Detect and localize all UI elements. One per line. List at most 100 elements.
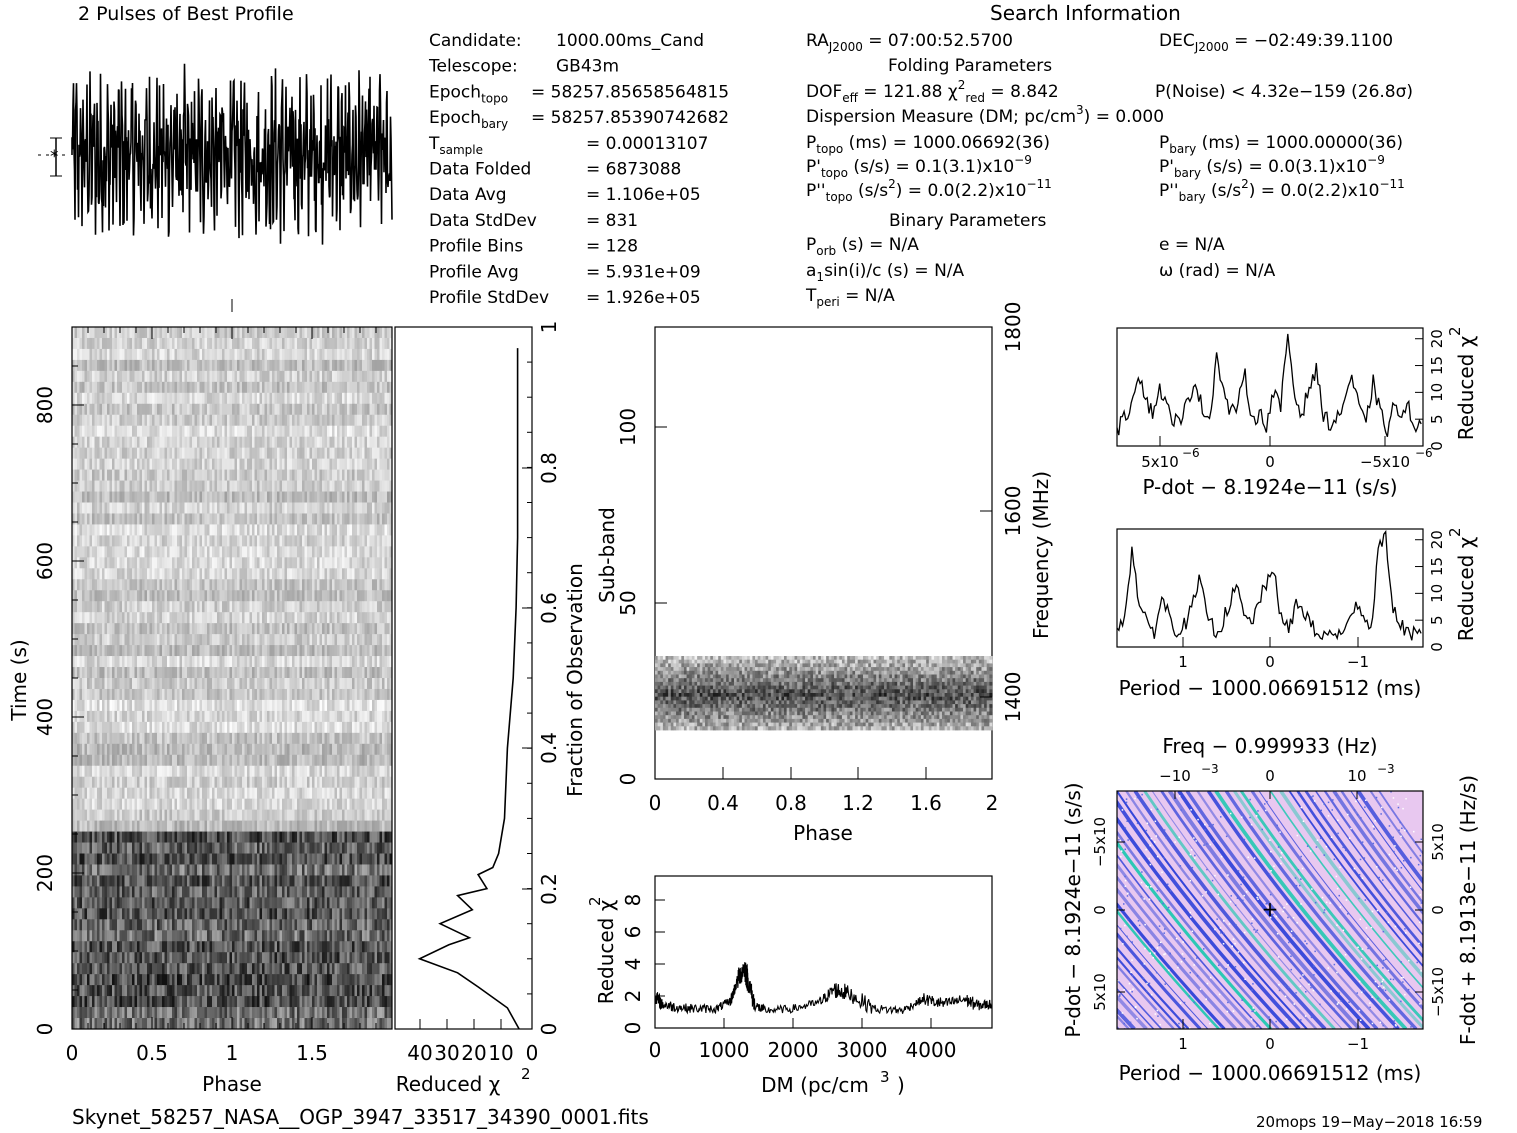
time-phase-pixel (334, 699, 338, 712)
time-phase-pixel (102, 645, 105, 657)
time-phase-pixel (364, 502, 368, 514)
time-phase-pixel (384, 327, 388, 339)
time-phase-pixel (334, 623, 338, 635)
time-phase-pixel (369, 688, 373, 701)
time-phase-pixel (167, 447, 170, 460)
time-phase-pixel (342, 370, 345, 383)
time-phase-pixel (172, 590, 175, 602)
time-phase-pixel (302, 392, 305, 405)
time-phase-pixel (357, 480, 360, 492)
time-phase-pixel (339, 491, 343, 503)
time-phase-pixel (347, 491, 350, 503)
time-phase-pixel (389, 656, 393, 668)
time-phase-pixel (362, 590, 365, 602)
time-phase-pixel (142, 688, 145, 701)
time-phase-pixel (197, 710, 200, 723)
time-phase-pixel (257, 721, 260, 734)
time-phase-pixel (189, 579, 193, 591)
time-phase-pixel (347, 458, 350, 470)
time-phase-pixel (199, 381, 203, 394)
time-phase-pixel (284, 491, 288, 503)
time-phase-pixel (162, 458, 165, 470)
time-phase-pixel (184, 557, 188, 569)
time-phase-pixel (134, 425, 138, 438)
time-phase-pixel (192, 480, 195, 492)
time-phase-pixel (159, 612, 163, 624)
time-phase-pixel (274, 601, 278, 613)
time-phase-pixel (327, 612, 330, 624)
time-phase-pixel (107, 535, 110, 547)
time-phase-pixel (277, 327, 280, 339)
time-phase-pixel (344, 557, 348, 569)
time-phase-pixel (122, 392, 125, 405)
time-phase-pixel (309, 568, 313, 580)
time-phase-pixel (324, 392, 328, 405)
time-phase-pixel (319, 370, 323, 383)
time-phase-pixel (259, 381, 263, 394)
info-sub: topo (481, 91, 508, 105)
time-phase-pixel (122, 491, 125, 503)
time-phase-pixel (189, 425, 193, 438)
time-phase-pixel (132, 612, 135, 624)
time-phase-pixel (97, 721, 100, 734)
time-phase-pixel (184, 425, 188, 438)
time-phase-pixel (362, 469, 365, 481)
time-phase-pixel (297, 732, 300, 745)
time-phase-pixel (142, 568, 145, 580)
time-phase-pixel (107, 480, 110, 492)
time-phase-pixel (284, 403, 288, 416)
time-phase-pixel (344, 623, 348, 635)
time-phase-pixel (189, 557, 193, 569)
time-phase-pixel (142, 535, 145, 547)
time-phase-pixel (187, 645, 190, 657)
time-phase-pixel (102, 678, 105, 690)
time-phase-pixel (119, 732, 123, 745)
time-phase-pixel (327, 469, 330, 481)
time-phase-pixel (379, 645, 383, 657)
pd-topo-exp: −9 (1014, 153, 1032, 167)
time-phase-pixel (289, 370, 293, 383)
time-phase-pixel (344, 634, 348, 646)
time-phase-pixel (142, 634, 145, 646)
time-phase-pixel (142, 403, 145, 416)
time-phase-pixel (314, 447, 318, 460)
time-phase-pixel (337, 732, 340, 745)
time-phase-pixel (134, 370, 138, 383)
time-phase-pixel (79, 381, 83, 394)
time-phase-pixel (184, 688, 188, 701)
time-phase-pixel (274, 579, 278, 591)
time-phase-pixel (247, 337, 250, 350)
time-phase-pixel (77, 337, 80, 350)
time-phase-pixel (172, 634, 175, 646)
time-phase-pixel (94, 710, 98, 723)
time-phase-pixel (247, 348, 250, 361)
time-phase-pixel (182, 436, 185, 449)
time-phase-pixel (197, 656, 200, 668)
time-phase-pixel (139, 623, 143, 635)
time-phase-pixel (202, 579, 205, 591)
time-phase-pixel (374, 645, 378, 657)
time-phase-pixel (354, 392, 358, 405)
time-phase-pixel (197, 425, 200, 438)
time-phase-pixel (379, 359, 383, 372)
time-phase-pixel (269, 436, 273, 449)
time-phase-pixel (177, 656, 180, 668)
time-phase-pixel (189, 634, 193, 646)
time-phase-pixel (174, 710, 178, 723)
time-phase-pixel (164, 458, 168, 470)
time-phase-pixel (222, 458, 225, 470)
time-phase-pixel (97, 502, 100, 514)
time-phase-pixel (324, 678, 328, 690)
time-phase-pixel (107, 458, 110, 470)
time-phase-pixel (224, 710, 228, 723)
time-phase-pixel (102, 721, 105, 734)
time-phase-pixel (139, 667, 143, 679)
time-phase-pixel (249, 458, 253, 470)
time-phase-pixel (312, 524, 315, 536)
time-phase-pixel (242, 721, 245, 734)
time-phase-pixel (369, 590, 373, 602)
time-phase-pixel (197, 447, 200, 460)
time-phase-pixel (297, 370, 300, 383)
time-phase-pixel (314, 392, 318, 405)
time-phase-pixel (167, 491, 170, 503)
